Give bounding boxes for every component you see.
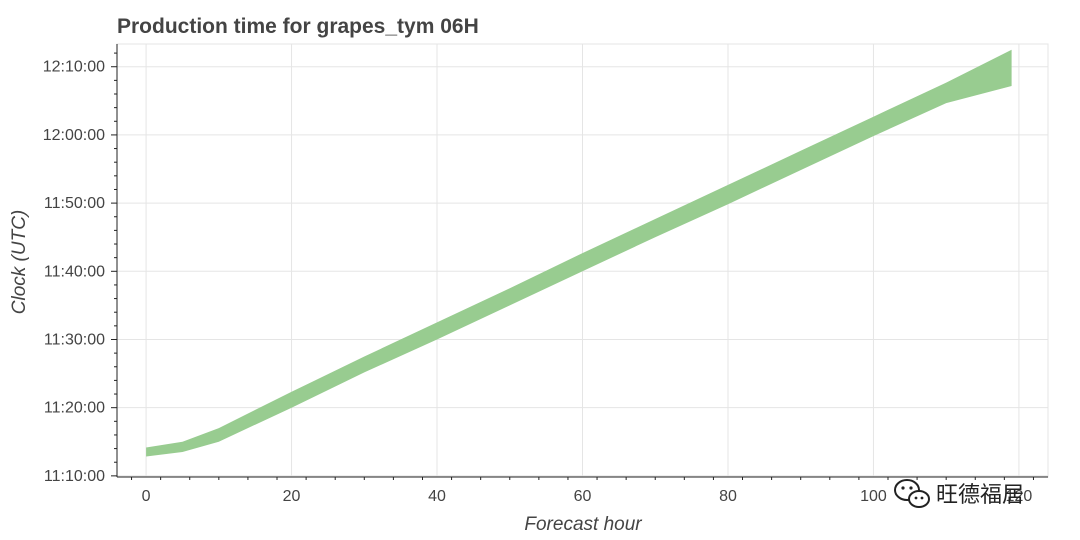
grid <box>117 44 1048 477</box>
y-axis-title: Clock (UTC) <box>9 210 30 315</box>
y-tick-label: 11:10:00 <box>44 468 105 485</box>
wechat-icon <box>894 479 930 508</box>
x-tick-label: 60 <box>574 488 592 505</box>
y-tick-label: 12:00:00 <box>43 127 105 144</box>
x-tick-label: 100 <box>860 488 887 505</box>
chart-title: Production time for grapes_tym 06H <box>117 15 479 38</box>
y-tick-label: 12:10:00 <box>43 59 105 76</box>
series-band-0 <box>146 49 1012 457</box>
x-tick-label: 20 <box>283 488 301 505</box>
x-tick-label: 80 <box>719 488 737 505</box>
y-tick-label: 11:50:00 <box>44 195 105 212</box>
x-tick-label: 40 <box>428 488 446 505</box>
ticks: 0 20 40 60 80 100 120 11:10:00 11:20:00 11:30:00 1… <box>43 52 1034 505</box>
y-tick-label: 11:30:00 <box>44 331 105 348</box>
x-tick-label: 120 <box>1006 488 1033 505</box>
y-tick-label: 11:40:00 <box>44 263 105 280</box>
axes <box>116 44 1048 478</box>
y-tick-label: 11:20:00 <box>44 400 105 417</box>
watermark-text: 旺德福居 <box>936 483 1024 508</box>
series-band-group <box>146 49 1012 457</box>
x-axis-title: Forecast hour <box>524 514 642 535</box>
watermark: 旺德福居 <box>894 479 1024 508</box>
x-tick-label: 0 <box>142 488 151 505</box>
